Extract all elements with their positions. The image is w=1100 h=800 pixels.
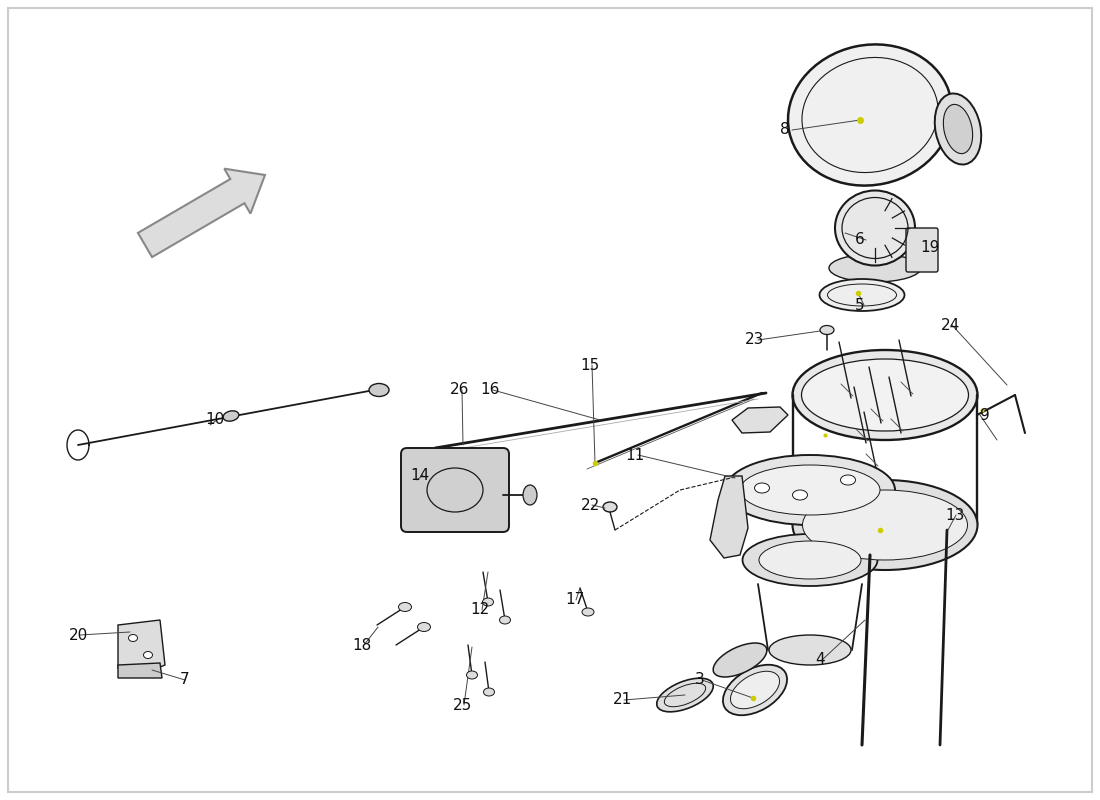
Text: 16: 16 [481, 382, 499, 398]
Ellipse shape [730, 671, 780, 709]
Text: 22: 22 [581, 498, 600, 513]
Ellipse shape [723, 665, 788, 715]
Ellipse shape [725, 455, 895, 525]
Text: 3: 3 [695, 673, 705, 687]
Polygon shape [138, 169, 265, 257]
Ellipse shape [755, 483, 770, 493]
Ellipse shape [484, 688, 495, 696]
Ellipse shape [499, 616, 510, 624]
Ellipse shape [603, 502, 617, 512]
Text: 20: 20 [68, 627, 88, 642]
Ellipse shape [792, 350, 978, 440]
Ellipse shape [522, 485, 537, 505]
Polygon shape [710, 476, 748, 558]
Ellipse shape [769, 635, 851, 665]
Ellipse shape [223, 411, 239, 421]
Text: 4: 4 [815, 653, 825, 667]
Text: 6: 6 [855, 233, 865, 247]
Ellipse shape [582, 608, 594, 616]
Text: 13: 13 [945, 507, 965, 522]
Text: 9: 9 [980, 407, 990, 422]
Text: 11: 11 [626, 447, 645, 462]
Text: 19: 19 [921, 241, 939, 255]
Text: 23: 23 [746, 333, 764, 347]
Ellipse shape [792, 490, 807, 500]
Ellipse shape [820, 326, 834, 334]
Ellipse shape [788, 45, 952, 186]
Ellipse shape [803, 490, 968, 560]
Text: 26: 26 [450, 382, 470, 398]
FancyBboxPatch shape [906, 228, 938, 272]
Ellipse shape [829, 254, 921, 282]
Text: 7: 7 [180, 673, 190, 687]
Text: 12: 12 [471, 602, 490, 618]
FancyBboxPatch shape [402, 448, 509, 532]
Ellipse shape [840, 475, 856, 485]
Ellipse shape [742, 534, 878, 586]
Polygon shape [732, 407, 788, 433]
Ellipse shape [143, 651, 153, 658]
Ellipse shape [759, 541, 861, 579]
Ellipse shape [740, 465, 880, 515]
Ellipse shape [944, 104, 972, 154]
Text: 8: 8 [780, 122, 790, 138]
Ellipse shape [935, 94, 981, 165]
Ellipse shape [129, 634, 138, 642]
Text: 5: 5 [855, 298, 865, 313]
Text: 24: 24 [940, 318, 959, 333]
Ellipse shape [368, 383, 389, 397]
Ellipse shape [835, 190, 915, 266]
Text: 21: 21 [613, 693, 631, 707]
Text: 10: 10 [206, 413, 224, 427]
Ellipse shape [657, 678, 713, 712]
Ellipse shape [398, 602, 411, 611]
Ellipse shape [483, 598, 494, 606]
Text: 15: 15 [581, 358, 600, 373]
Ellipse shape [713, 643, 767, 677]
Polygon shape [118, 620, 165, 672]
Ellipse shape [792, 480, 978, 570]
Text: 25: 25 [452, 698, 472, 713]
Text: 17: 17 [565, 593, 584, 607]
Text: 18: 18 [352, 638, 372, 653]
Ellipse shape [418, 622, 430, 631]
Text: 14: 14 [410, 467, 430, 482]
Ellipse shape [802, 359, 968, 431]
Polygon shape [118, 663, 162, 678]
Ellipse shape [466, 671, 477, 679]
Ellipse shape [820, 279, 904, 311]
